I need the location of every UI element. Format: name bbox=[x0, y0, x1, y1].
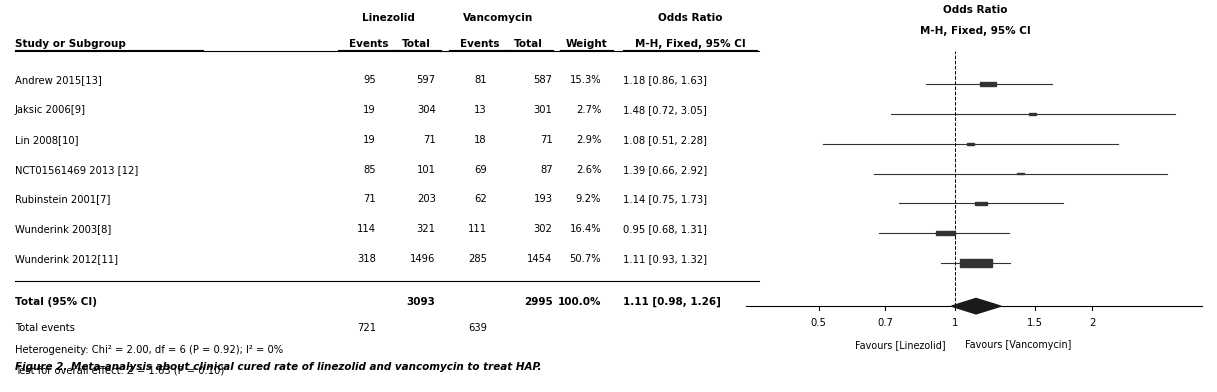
Text: Figure 2. Meta-analysis about clinical cured rate of linezolid and vancomycin to: Figure 2. Meta-analysis about clinical c… bbox=[15, 361, 542, 372]
Text: 1496: 1496 bbox=[410, 254, 436, 264]
Text: Vancomycin: Vancomycin bbox=[462, 13, 533, 23]
Text: 0.95 [0.68, 1.31]: 0.95 [0.68, 1.31] bbox=[623, 224, 707, 234]
Text: 302: 302 bbox=[533, 224, 553, 234]
Text: Rubinstein 2001[7]: Rubinstein 2001[7] bbox=[15, 194, 110, 205]
Text: 71: 71 bbox=[424, 135, 436, 145]
Text: 3093: 3093 bbox=[406, 297, 436, 307]
Text: Odds Ratio: Odds Ratio bbox=[658, 13, 722, 23]
Text: Jaksic 2006[9]: Jaksic 2006[9] bbox=[15, 105, 85, 115]
Text: Andrew 2015[13]: Andrew 2015[13] bbox=[15, 75, 101, 85]
Text: 1.11 [0.98, 1.26]: 1.11 [0.98, 1.26] bbox=[623, 297, 720, 307]
Text: 318: 318 bbox=[357, 254, 376, 264]
Text: 19: 19 bbox=[364, 105, 376, 115]
Text: 15.3%: 15.3% bbox=[570, 75, 601, 85]
Text: Favours [Linezolid]: Favours [Linezolid] bbox=[856, 339, 946, 350]
Text: Test for overall effect: Z = 1.63 (P = 0.10): Test for overall effect: Z = 1.63 (P = 0… bbox=[15, 365, 224, 375]
Text: 0.7: 0.7 bbox=[877, 318, 893, 328]
Text: 321: 321 bbox=[416, 224, 436, 234]
Text: 587: 587 bbox=[533, 75, 553, 85]
Text: Total: Total bbox=[514, 38, 543, 49]
Text: 1454: 1454 bbox=[527, 254, 553, 264]
Bar bbox=[980, 82, 997, 86]
Text: 100.0%: 100.0% bbox=[557, 297, 601, 307]
Text: 101: 101 bbox=[416, 165, 436, 175]
Text: 87: 87 bbox=[540, 165, 553, 175]
Text: 0.5: 0.5 bbox=[811, 318, 826, 328]
Polygon shape bbox=[952, 298, 1002, 314]
Text: 18: 18 bbox=[475, 135, 487, 145]
Text: Events: Events bbox=[460, 38, 499, 49]
Text: 301: 301 bbox=[533, 105, 553, 115]
Text: 1.14 [0.75, 1.73]: 1.14 [0.75, 1.73] bbox=[623, 194, 707, 205]
Bar bbox=[960, 260, 992, 267]
Bar bbox=[1030, 113, 1036, 115]
Text: 2995: 2995 bbox=[523, 297, 553, 307]
Text: Events: Events bbox=[349, 38, 388, 49]
Text: 50.7%: 50.7% bbox=[570, 254, 601, 264]
Text: Linezolid: Linezolid bbox=[363, 13, 415, 23]
Text: 1.08 [0.51, 2.28]: 1.08 [0.51, 2.28] bbox=[623, 135, 707, 145]
Text: Lin 2008[10]: Lin 2008[10] bbox=[15, 135, 78, 145]
Text: 62: 62 bbox=[475, 194, 487, 205]
Bar bbox=[976, 202, 987, 205]
Text: 9.2%: 9.2% bbox=[576, 194, 601, 205]
Text: 71: 71 bbox=[364, 194, 376, 205]
Text: 2.7%: 2.7% bbox=[576, 105, 601, 115]
Text: M-H, Fixed, 95% CI: M-H, Fixed, 95% CI bbox=[920, 26, 1031, 36]
Text: 111: 111 bbox=[467, 224, 487, 234]
Text: 1.39 [0.66, 2.92]: 1.39 [0.66, 2.92] bbox=[623, 165, 707, 175]
Text: 193: 193 bbox=[533, 194, 553, 205]
Text: 639: 639 bbox=[467, 323, 487, 334]
Text: 19: 19 bbox=[364, 135, 376, 145]
Text: 1: 1 bbox=[952, 318, 959, 328]
Text: 81: 81 bbox=[475, 75, 487, 85]
Text: Total events: Total events bbox=[15, 323, 74, 334]
Text: 69: 69 bbox=[475, 165, 487, 175]
Text: NCT01561469 2013 [12]: NCT01561469 2013 [12] bbox=[15, 165, 138, 175]
Text: Study or Subgroup: Study or Subgroup bbox=[15, 38, 125, 49]
Text: Odds Ratio: Odds Ratio bbox=[943, 5, 1008, 15]
Text: 2.6%: 2.6% bbox=[576, 165, 601, 175]
Text: Weight: Weight bbox=[566, 38, 607, 49]
Text: 304: 304 bbox=[417, 105, 436, 115]
Text: Total (95% CI): Total (95% CI) bbox=[15, 297, 96, 307]
Bar bbox=[968, 143, 974, 145]
Text: 85: 85 bbox=[364, 165, 376, 175]
Text: 114: 114 bbox=[357, 224, 376, 234]
Text: M-H, Fixed, 95% CI: M-H, Fixed, 95% CI bbox=[634, 38, 746, 49]
Text: 597: 597 bbox=[416, 75, 436, 85]
Text: Wunderink 2012[11]: Wunderink 2012[11] bbox=[15, 254, 118, 264]
Text: 71: 71 bbox=[540, 135, 553, 145]
Text: 1.48 [0.72, 3.05]: 1.48 [0.72, 3.05] bbox=[623, 105, 707, 115]
Text: 2.9%: 2.9% bbox=[576, 135, 601, 145]
Text: 13: 13 bbox=[475, 105, 487, 115]
Bar bbox=[936, 231, 954, 235]
Text: 285: 285 bbox=[467, 254, 487, 264]
Text: 203: 203 bbox=[416, 194, 436, 205]
Text: 95: 95 bbox=[364, 75, 376, 85]
Text: Total: Total bbox=[402, 38, 431, 49]
Bar bbox=[1017, 173, 1023, 174]
Text: 1.18 [0.86, 1.63]: 1.18 [0.86, 1.63] bbox=[623, 75, 707, 85]
Text: Favours [Vancomycin]: Favours [Vancomycin] bbox=[965, 339, 1071, 350]
Text: 16.4%: 16.4% bbox=[570, 224, 601, 234]
Text: 1.5: 1.5 bbox=[1027, 318, 1043, 328]
Text: 2: 2 bbox=[1089, 318, 1095, 328]
Text: Wunderink 2003[8]: Wunderink 2003[8] bbox=[15, 224, 111, 234]
Text: 1.11 [0.93, 1.32]: 1.11 [0.93, 1.32] bbox=[623, 254, 707, 264]
Text: Heterogeneity: Chi² = 2.00, df = 6 (P = 0.92); I² = 0%: Heterogeneity: Chi² = 2.00, df = 6 (P = … bbox=[15, 345, 282, 355]
Text: 721: 721 bbox=[357, 323, 376, 334]
